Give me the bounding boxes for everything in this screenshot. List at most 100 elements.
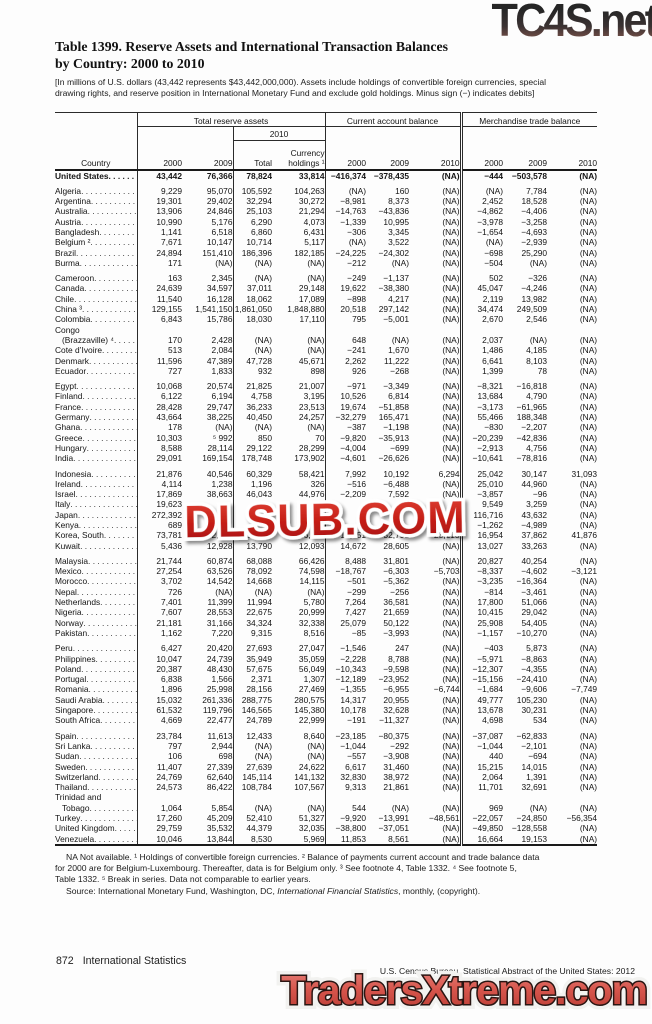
spacer-row bbox=[55, 638, 597, 644]
value-cell: 17,110 bbox=[299, 314, 325, 325]
value-cell: 16,128 bbox=[206, 293, 233, 304]
value-cell: 76,366 bbox=[206, 170, 233, 181]
value-cell: 14,317 bbox=[324, 694, 367, 706]
value-cell: 22,477 bbox=[206, 715, 233, 726]
value-cell: 35,532 bbox=[206, 823, 233, 834]
value-cell: −403 bbox=[459, 643, 504, 654]
value-cell: (NA) bbox=[579, 715, 598, 726]
value-cell: 116,716 bbox=[459, 509, 504, 520]
value-cell: 21,744 bbox=[136, 555, 182, 567]
value-cell: 21,876 bbox=[136, 468, 182, 479]
value-cell: (NA) bbox=[579, 489, 598, 500]
value-cell bbox=[324, 499, 367, 510]
value-cell: (NA) bbox=[579, 453, 598, 464]
value-cell: 70 bbox=[315, 432, 325, 443]
value-cell: (NA) bbox=[442, 247, 460, 258]
value-cell: 3,345 bbox=[388, 226, 410, 237]
value-cell: 119,796 bbox=[202, 705, 233, 716]
footnote-line1: NA Not available. ¹ Holdings of converti… bbox=[66, 852, 540, 862]
value-cell: (NA) bbox=[442, 401, 460, 412]
value-cell: −378,435 bbox=[373, 170, 410, 181]
watermark-dlsub-graphic: DLSUB.COM bbox=[180, 488, 469, 551]
value-cell: −26,626 bbox=[378, 453, 410, 464]
value-cell: 7,264 bbox=[324, 597, 367, 608]
value-cell: −56,354 bbox=[566, 813, 598, 824]
value-cell: (NA) bbox=[307, 273, 325, 284]
value-cell: 178,748 bbox=[232, 453, 272, 464]
value-cell: 11,613 bbox=[207, 730, 233, 741]
country-label: Israel bbox=[55, 489, 137, 499]
value-cell: 40,546 bbox=[206, 468, 233, 479]
value-cell: −3,857 bbox=[459, 489, 504, 500]
value-cell: (NA) bbox=[442, 730, 460, 741]
value-cell: 2,371 bbox=[232, 674, 272, 685]
value-cell: (NA) bbox=[232, 792, 272, 814]
country-label: South Africa bbox=[55, 715, 137, 725]
value-cell: 55,466 bbox=[459, 412, 504, 423]
value-cell: 13,027 bbox=[459, 540, 504, 551]
value-cell: (NA) bbox=[442, 802, 460, 813]
country-label: Spain bbox=[55, 731, 137, 741]
watermark-tc4s: TC4S.net bbox=[491, 0, 652, 46]
value-cell: 4,758 bbox=[232, 391, 272, 402]
value-cell: 25,998 bbox=[206, 684, 233, 695]
value-cell: 795 bbox=[324, 314, 367, 325]
value-cell: 160 bbox=[395, 185, 410, 196]
value-cell: −1,654 bbox=[459, 226, 504, 238]
value-cell: (NA) bbox=[442, 453, 460, 464]
value-cell: −9,820 bbox=[324, 432, 367, 443]
value-cell: 32,791 bbox=[383, 530, 410, 541]
value-cell: 38,663 bbox=[206, 489, 233, 500]
value-cell: 24,769 bbox=[136, 771, 182, 783]
value-cell: −37,087 bbox=[459, 730, 504, 741]
value-cell: 30,147 bbox=[521, 468, 548, 479]
value-cell: 15,032 bbox=[136, 694, 182, 706]
value-cell: 165,471 bbox=[378, 412, 410, 423]
value-cell: 34,597 bbox=[206, 283, 233, 294]
value-cell: 2,119 bbox=[459, 293, 504, 305]
value-cell: (NA) bbox=[579, 283, 598, 294]
value-cell: 249,509 bbox=[516, 304, 548, 315]
value-cell: (NA) bbox=[442, 196, 460, 207]
spacer-row bbox=[55, 550, 597, 556]
value-cell: (NA) bbox=[579, 617, 598, 628]
table-subtitle: [In millions of U.S. dollars (43,442 rep… bbox=[55, 77, 610, 99]
value-cell: 68,088 bbox=[232, 555, 272, 567]
value-cell: −43,836 bbox=[378, 206, 410, 217]
value-cell: −1,546 bbox=[324, 643, 367, 654]
value-cell: (NA) bbox=[579, 237, 598, 248]
value-cell: 6,860 bbox=[232, 226, 272, 238]
value-cell: 534 bbox=[533, 715, 548, 726]
value-cell bbox=[232, 520, 272, 531]
value-cell: 182,185 bbox=[294, 247, 325, 258]
value-cell: 106 bbox=[136, 751, 182, 762]
value-cell: 272,392 bbox=[136, 509, 182, 520]
value-cell: −22,057 bbox=[459, 813, 504, 824]
value-cell: 544 bbox=[324, 792, 367, 814]
value-cell: 4,073 bbox=[303, 216, 325, 227]
value-cell: −5,971 bbox=[459, 653, 504, 664]
value-cell: 28,213 bbox=[433, 530, 460, 541]
value-cell: 11,222 bbox=[384, 355, 410, 366]
value-cell: (NA) bbox=[442, 334, 460, 345]
value-cell: 32,830 bbox=[324, 771, 367, 783]
value-cell: −8,321 bbox=[459, 381, 504, 392]
watermark-tradersxtreme: TradersXtreme.com TradersXtreme.com bbox=[276, 960, 652, 1024]
value-cell: (NA) bbox=[579, 705, 598, 716]
value-cell: 513 bbox=[136, 345, 182, 356]
value-cell: −9,606 bbox=[521, 684, 548, 695]
value-cell: (NA) bbox=[442, 751, 460, 762]
value-cell: 24,622 bbox=[298, 761, 325, 772]
value-cell: 1,162 bbox=[136, 627, 182, 639]
value-cell: (NA) bbox=[232, 257, 272, 269]
value-cell: 27,254 bbox=[136, 566, 182, 577]
table-row: Korea, South73,781172,185189,276186,3121… bbox=[55, 530, 597, 541]
value-cell: 21,659 bbox=[383, 607, 410, 618]
value-cell: 10,526 bbox=[324, 391, 367, 402]
